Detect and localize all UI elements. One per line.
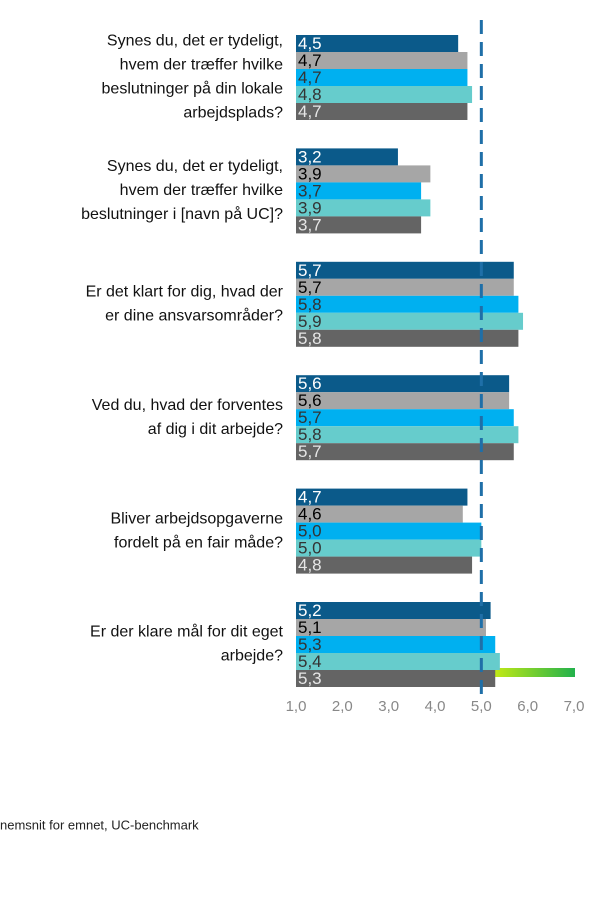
bar [296,443,514,461]
bar [296,103,468,120]
value-label: 5,0 [298,539,322,558]
x-tick-label: 2,0 [332,698,353,715]
category-label: fordelt på en fair måde? [114,533,283,551]
category-label: Ved du, hvad der forventes [92,397,283,414]
bar [296,653,500,670]
value-label: 4,7 [298,68,322,87]
bar [296,602,491,619]
bar [296,182,422,200]
bar [296,556,473,574]
bar [296,86,473,103]
value-label: 5,2 [298,601,322,620]
bar [296,278,514,296]
category-label: beslutninger på din lokale [102,80,284,98]
value-label: 3,7 [298,181,322,200]
footnote: nemsnit for emnet, UC-benchmark [0,817,199,832]
x-tick-label: 3,0 [378,698,399,715]
category-label: hvem der træffer hvilke [120,57,283,74]
x-tick-label: 4,0 [425,698,446,715]
bar [296,69,468,86]
value-label: 4,6 [298,505,322,524]
x-tick-label: 5,0 [471,698,492,715]
category-label: arbejdsplads? [183,105,283,122]
bar [296,312,524,330]
category-label: hvem der træffer hvilke [120,182,283,199]
x-tick-label: 7,0 [564,698,585,715]
bar [296,619,486,636]
value-label: 5,9 [298,312,322,331]
bar [296,329,519,347]
bar [296,199,431,217]
bar [296,52,468,69]
value-label: 5,7 [298,261,322,280]
category-label: arbejde? [221,648,283,665]
bar [296,216,422,234]
value-label: 4,7 [298,51,322,70]
bar [296,375,510,393]
bar [296,670,496,687]
value-label: 3,9 [298,198,322,217]
value-label: 5,8 [298,329,322,348]
value-label: 3,2 [298,147,322,166]
value-label: 5,7 [298,442,322,461]
category-label: er dine ansvarsområder? [105,307,283,325]
bar [296,295,519,313]
bar [296,636,496,653]
value-label: 5,7 [298,408,322,427]
bar [296,392,510,410]
value-label: 4,8 [298,556,322,575]
x-tick-label: 6,0 [517,698,538,715]
x-tick-label: 1,0 [286,698,307,715]
value-label: 3,7 [298,215,322,234]
value-label: 5,8 [298,295,322,314]
bar [296,505,463,523]
value-label: 5,3 [298,669,322,688]
bar [296,426,519,444]
value-label: 5,1 [298,618,322,637]
bar [296,148,398,166]
value-label: 4,8 [298,85,322,104]
bar [296,35,459,52]
category-label: af dig i dit arbejde? [148,421,283,438]
value-label: 5,6 [298,374,322,393]
value-label: 4,7 [298,488,322,507]
category-label: Er det klart for dig, hvad der [86,284,284,301]
value-label: 5,3 [298,635,322,654]
value-label: 5,4 [298,652,322,671]
bar [296,522,482,540]
value-label: 3,9 [298,164,322,183]
bar [296,488,468,506]
value-label: 4,7 [298,102,322,121]
category-label: Bliver arbejdsopgaverne [110,510,283,527]
value-label: 5,8 [298,425,322,444]
bar [296,409,514,427]
value-label: 4,5 [298,34,322,53]
category-label: beslutninger i [navn på UC]? [81,205,283,223]
category-label: Er der klare mål for dit eget [90,623,284,641]
category-label: Synes du, det er tydeligt, [107,33,283,50]
bar [296,539,482,557]
value-label: 5,0 [298,522,322,541]
value-label: 5,7 [298,278,322,297]
bar [296,165,431,183]
bar [296,261,514,279]
value-label: 5,6 [298,391,322,410]
category-label: Synes du, det er tydeligt, [107,158,283,175]
